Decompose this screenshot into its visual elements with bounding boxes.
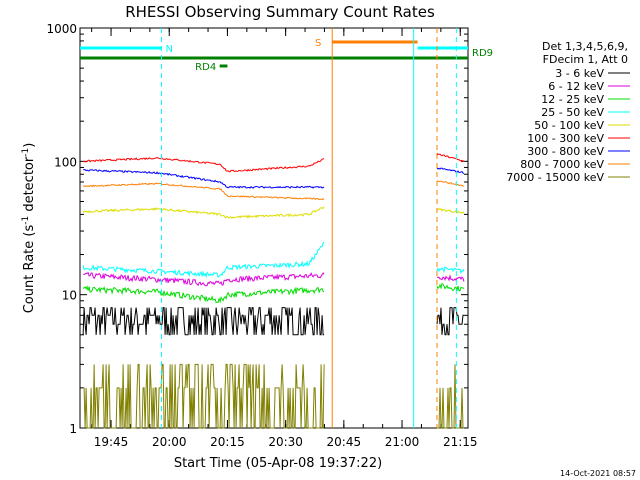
series-line (437, 364, 464, 429)
x-tick-label: 21:00 (385, 435, 420, 449)
series-line (83, 169, 325, 189)
x-tick-label: 20:00 (152, 435, 187, 449)
legend-header: Det 1,3,4,5,6,9, (542, 40, 628, 53)
chart-title: RHESSI Observing Summary Count Rates (125, 3, 435, 21)
flag-label: RD4 (195, 62, 216, 73)
axis-ticks: 1 10 100 1000 19:45 20:00 20:15 20:30 20:45 21:00… (46, 22, 477, 449)
legend-entry: 800 - 7000 keV (520, 158, 604, 171)
series-layer (82, 152, 465, 429)
series-line (82, 285, 325, 304)
series-line (436, 167, 465, 174)
series-line (436, 207, 465, 214)
event-lines (160, 28, 457, 428)
y-tick-label: 10 (62, 289, 77, 303)
flag-label: N (165, 44, 172, 55)
series-line (436, 307, 464, 336)
legend-entry: 50 - 100 keV (534, 119, 604, 132)
series-line (83, 157, 325, 173)
legend-entry: 7000 - 15000 keV (506, 171, 604, 184)
legend-entry: 12 - 25 keV (541, 93, 604, 106)
x-axis-label: Start Time (05-Apr-08 19:37:22) (174, 456, 382, 471)
x-tick-label: 21:15 (443, 435, 478, 449)
series-line (436, 266, 465, 275)
flag-label: RD9 (472, 48, 493, 59)
series-line (82, 241, 325, 279)
series-line (83, 363, 325, 429)
series-line (436, 282, 465, 292)
legend-entry: 3 - 6 keV (555, 67, 604, 80)
observing-flags: N S RD9 RD4 (80, 38, 493, 73)
legend-entry: 25 - 50 keV (541, 106, 604, 119)
legend-entry: 300 - 800 keV (527, 145, 604, 158)
x-tick-label: 20:45 (327, 435, 362, 449)
y-tick-label: 100 (54, 155, 77, 169)
legend: Det 1,3,4,5,6,9,FDecim 1, Att 03 - 6 keV… (506, 40, 630, 184)
x-tick-label: 19:45 (94, 435, 129, 449)
x-tick-label: 20:30 (268, 435, 303, 449)
series-line (82, 182, 325, 201)
legend-entry: 6 - 12 keV (548, 80, 604, 93)
series-line (82, 271, 325, 287)
y-axis-label: Count Rate (s-1 detector-1) (21, 143, 37, 314)
series-line (82, 307, 325, 336)
flag-label: S (315, 38, 321, 49)
series-line (436, 152, 465, 163)
y-tick-label: 1000 (46, 22, 77, 36)
footer-date: 14-Oct-2021 08:57 (560, 469, 636, 478)
legend-entry: 100 - 300 keV (527, 132, 604, 145)
series-line (436, 273, 465, 282)
legend-header: FDecim 1, Att 0 (543, 53, 628, 66)
series-line (436, 180, 465, 187)
y-tick-label: 1 (69, 422, 77, 436)
series-line (82, 206, 325, 220)
x-tick-label: 20:15 (210, 435, 245, 449)
